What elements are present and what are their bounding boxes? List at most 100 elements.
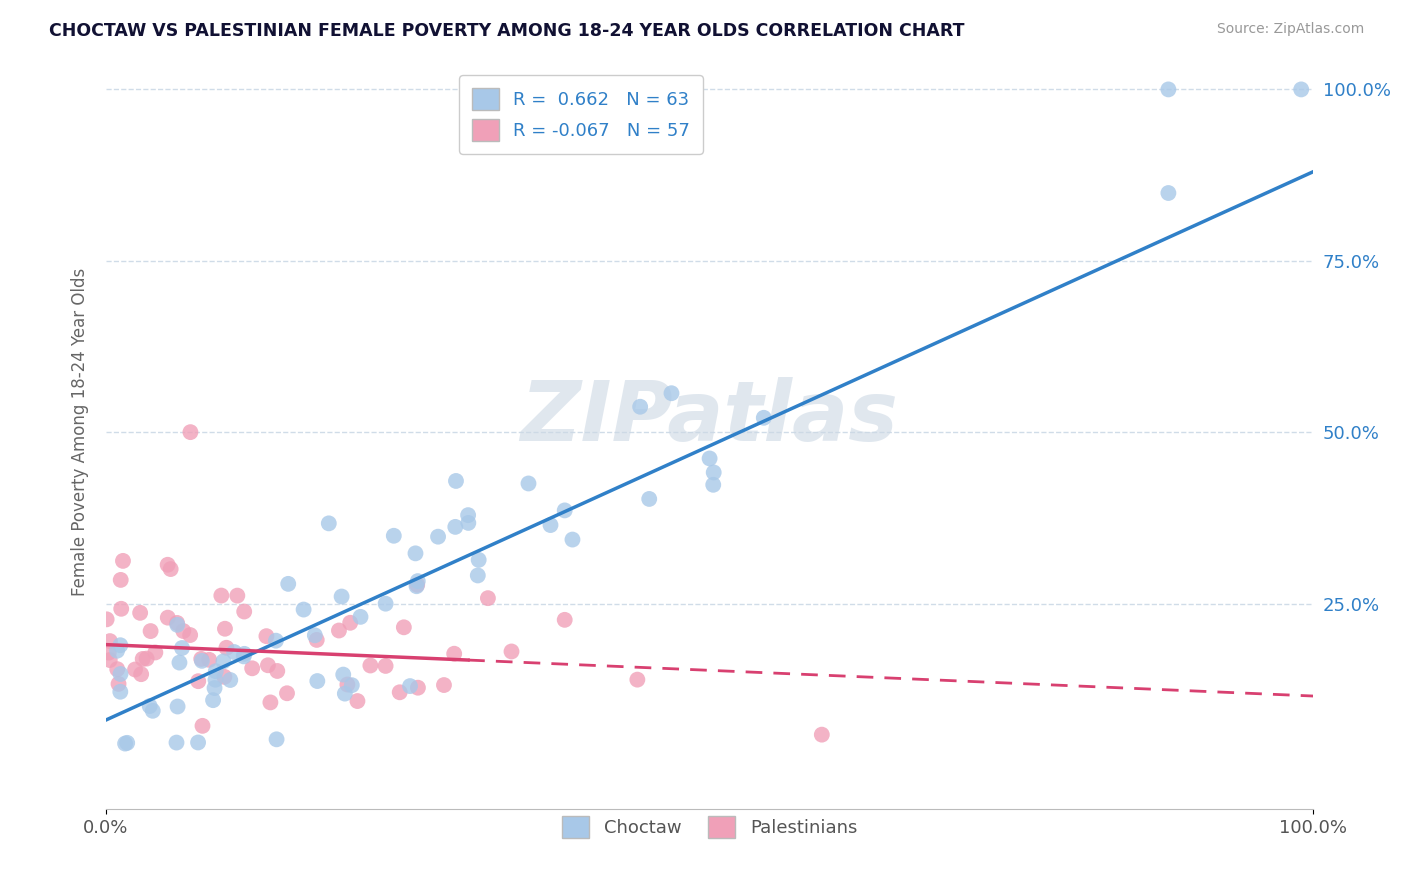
Point: [457, 508, 479, 523]
Point: [214, 670, 236, 684]
Point: [811, 728, 834, 742]
Point: [224, 645, 246, 659]
Point: [159, 562, 181, 576]
Point: [98, 634, 121, 648]
Point: [139, 624, 162, 638]
Point: [131, 652, 153, 666]
Point: [233, 605, 256, 619]
Text: CHOCTAW VS PALESTINIAN FEMALE POVERTY AMONG 18-24 YEAR OLDS CORRELATION CHART: CHOCTAW VS PALESTINIAN FEMALE POVERTY AM…: [49, 22, 965, 40]
Point: [444, 474, 467, 488]
Point: [292, 602, 315, 616]
Point: [107, 677, 129, 691]
Point: [628, 400, 651, 414]
Point: [115, 736, 138, 750]
Point: [554, 613, 576, 627]
Point: [114, 737, 136, 751]
Point: [254, 629, 277, 643]
Point: [169, 656, 191, 670]
Point: [702, 477, 724, 491]
Point: [444, 520, 467, 534]
Point: [501, 644, 523, 658]
Point: [406, 578, 429, 592]
Point: [257, 658, 280, 673]
Point: [240, 661, 263, 675]
Point: [336, 677, 359, 691]
Point: [276, 686, 298, 700]
Point: [204, 681, 226, 695]
Point: [266, 732, 288, 747]
Point: [427, 530, 450, 544]
Point: [699, 451, 721, 466]
Point: [97, 646, 120, 660]
Point: [215, 640, 238, 655]
Point: [406, 574, 429, 588]
Point: [1289, 82, 1312, 96]
Point: [111, 554, 134, 568]
Point: [374, 659, 396, 673]
Point: [179, 628, 201, 642]
Point: [156, 610, 179, 624]
Point: [129, 606, 152, 620]
Point: [110, 684, 132, 698]
Point: [172, 624, 194, 638]
Point: [359, 658, 381, 673]
Point: [561, 533, 583, 547]
Point: [198, 653, 221, 667]
Point: [204, 673, 226, 687]
Point: [1157, 186, 1180, 200]
Point: [382, 529, 405, 543]
Point: [554, 503, 576, 517]
Point: [340, 678, 363, 692]
Point: [264, 633, 287, 648]
Point: [374, 597, 396, 611]
Point: [226, 589, 249, 603]
Point: [191, 654, 214, 668]
Text: ZIPatlas: ZIPatlas: [520, 376, 898, 458]
Point: [96, 612, 118, 626]
Point: [105, 644, 128, 658]
Point: [626, 673, 648, 687]
Point: [166, 735, 188, 749]
Point: [457, 516, 479, 530]
Point: [143, 645, 166, 659]
Point: [187, 735, 209, 749]
Point: [138, 699, 160, 714]
Point: [405, 546, 427, 560]
Point: [135, 651, 157, 665]
Point: [166, 699, 188, 714]
Point: [156, 558, 179, 572]
Point: [405, 579, 427, 593]
Point: [110, 638, 132, 652]
Point: [752, 410, 775, 425]
Y-axis label: Female Poverty Among 18-24 Year Olds: Female Poverty Among 18-24 Year Olds: [72, 268, 89, 596]
Point: [349, 610, 371, 624]
Point: [170, 640, 193, 655]
Point: [399, 679, 422, 693]
Point: [232, 649, 254, 664]
Point: [166, 617, 188, 632]
Point: [332, 667, 354, 681]
Point: [277, 577, 299, 591]
Point: [406, 681, 429, 695]
Point: [540, 518, 562, 533]
Point: [477, 591, 499, 606]
Point: [212, 654, 235, 668]
Point: [318, 516, 340, 531]
Point: [661, 386, 683, 401]
Point: [204, 664, 226, 678]
Point: [214, 622, 236, 636]
Point: [330, 590, 353, 604]
Point: [1157, 82, 1180, 96]
Point: [638, 491, 661, 506]
Point: [105, 662, 128, 676]
Point: [467, 553, 489, 567]
Point: [142, 704, 165, 718]
Point: [110, 573, 132, 587]
Point: [305, 632, 328, 647]
Point: [190, 652, 212, 666]
Point: [110, 601, 132, 615]
Point: [304, 628, 326, 642]
Point: [209, 589, 232, 603]
Point: [517, 476, 540, 491]
Point: [266, 664, 288, 678]
